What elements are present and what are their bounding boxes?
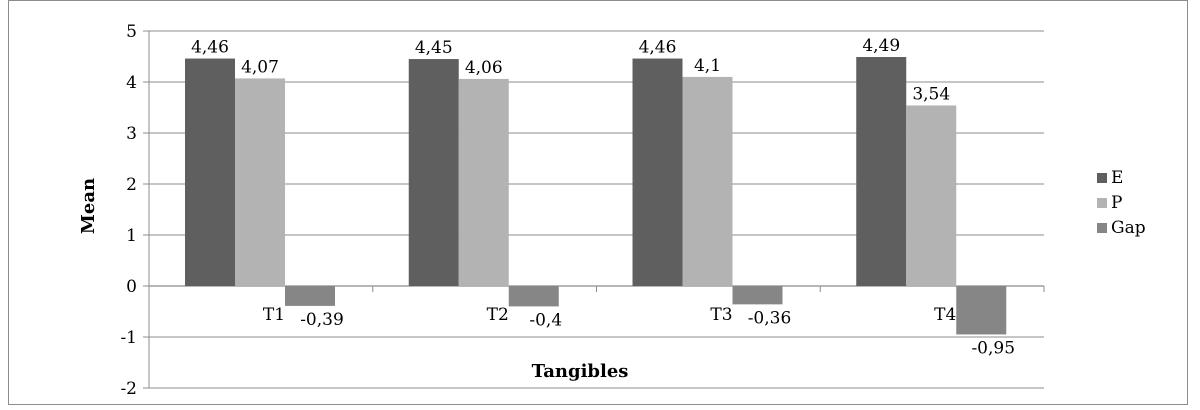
y-tick-label: 4 xyxy=(126,73,137,93)
y-tick-label: -1 xyxy=(120,328,137,348)
category-label: T3 xyxy=(710,305,732,325)
data-label: -0,95 xyxy=(971,338,1015,358)
bars xyxy=(185,57,1007,335)
legend: EP Gap xyxy=(1097,168,1146,238)
y-tick-label: 2 xyxy=(126,175,137,195)
x-axis-title: Tangibles xyxy=(532,361,629,382)
data-labels: 4,46 4,07 -0,39 4,45 4,06 -0,4 4,46 4,1 -0,36 4,4… xyxy=(191,36,1015,358)
data-label: 4,1 xyxy=(694,56,721,76)
data-label: -0,39 xyxy=(300,310,344,330)
data-label: 4,46 xyxy=(191,38,229,58)
y-tick-label: 3 xyxy=(126,124,137,144)
legend-label-e: E xyxy=(1111,168,1123,188)
y-tick-label: 0 xyxy=(126,277,137,297)
bar-gap-t2 xyxy=(508,286,559,307)
gridlines xyxy=(149,30,1044,389)
data-label: 4,45 xyxy=(415,38,453,58)
legend-label-gap: Gap xyxy=(1111,218,1146,238)
y-axis-title: Mean xyxy=(78,178,99,234)
bar-e-t2 xyxy=(408,59,459,286)
category-label: T4 xyxy=(934,305,956,325)
data-label: 3,54 xyxy=(912,84,950,104)
y-tick-label: 5 xyxy=(126,22,137,42)
category-label: T1 xyxy=(263,305,285,325)
category-label: T2 xyxy=(487,305,509,325)
bar-chart: -2 -1 0 1 2 3 4 5 T1 T2 T3 T4 4,46 4,07 -0,39 4,45 4,06… xyxy=(78,22,1146,399)
bar-gap-t1 xyxy=(285,286,335,306)
legend-swatch-p xyxy=(1097,198,1107,208)
bar-e-t3 xyxy=(632,58,683,286)
y-tick-label: -2 xyxy=(120,379,137,399)
bar-p-t1 xyxy=(235,78,285,287)
bar-p-t2 xyxy=(458,78,509,286)
data-label: 4,46 xyxy=(639,38,677,58)
bar-e-t1 xyxy=(185,58,235,286)
data-label: -0,36 xyxy=(748,308,792,328)
bar-gap-t3 xyxy=(732,286,783,305)
chart-frame: -2 -1 0 1 2 3 4 5 T1 T2 T3 T4 4,46 4,07 -0,39 4,45 4,06… xyxy=(8,0,1188,405)
data-label: 4,49 xyxy=(862,36,900,56)
bar-gap-t4 xyxy=(956,286,1007,335)
legend-swatch-gap xyxy=(1097,223,1107,233)
legend-label-p: P xyxy=(1111,193,1122,213)
bar-p-t3 xyxy=(682,76,733,287)
bar-p-t4 xyxy=(906,105,957,287)
legend-swatch-e xyxy=(1097,173,1107,183)
data-label: 4,06 xyxy=(465,58,503,78)
data-label: 4,07 xyxy=(241,57,279,77)
bar-e-t4 xyxy=(856,57,907,287)
y-tick-label: 1 xyxy=(126,226,137,246)
data-label: -0,4 xyxy=(529,310,562,330)
